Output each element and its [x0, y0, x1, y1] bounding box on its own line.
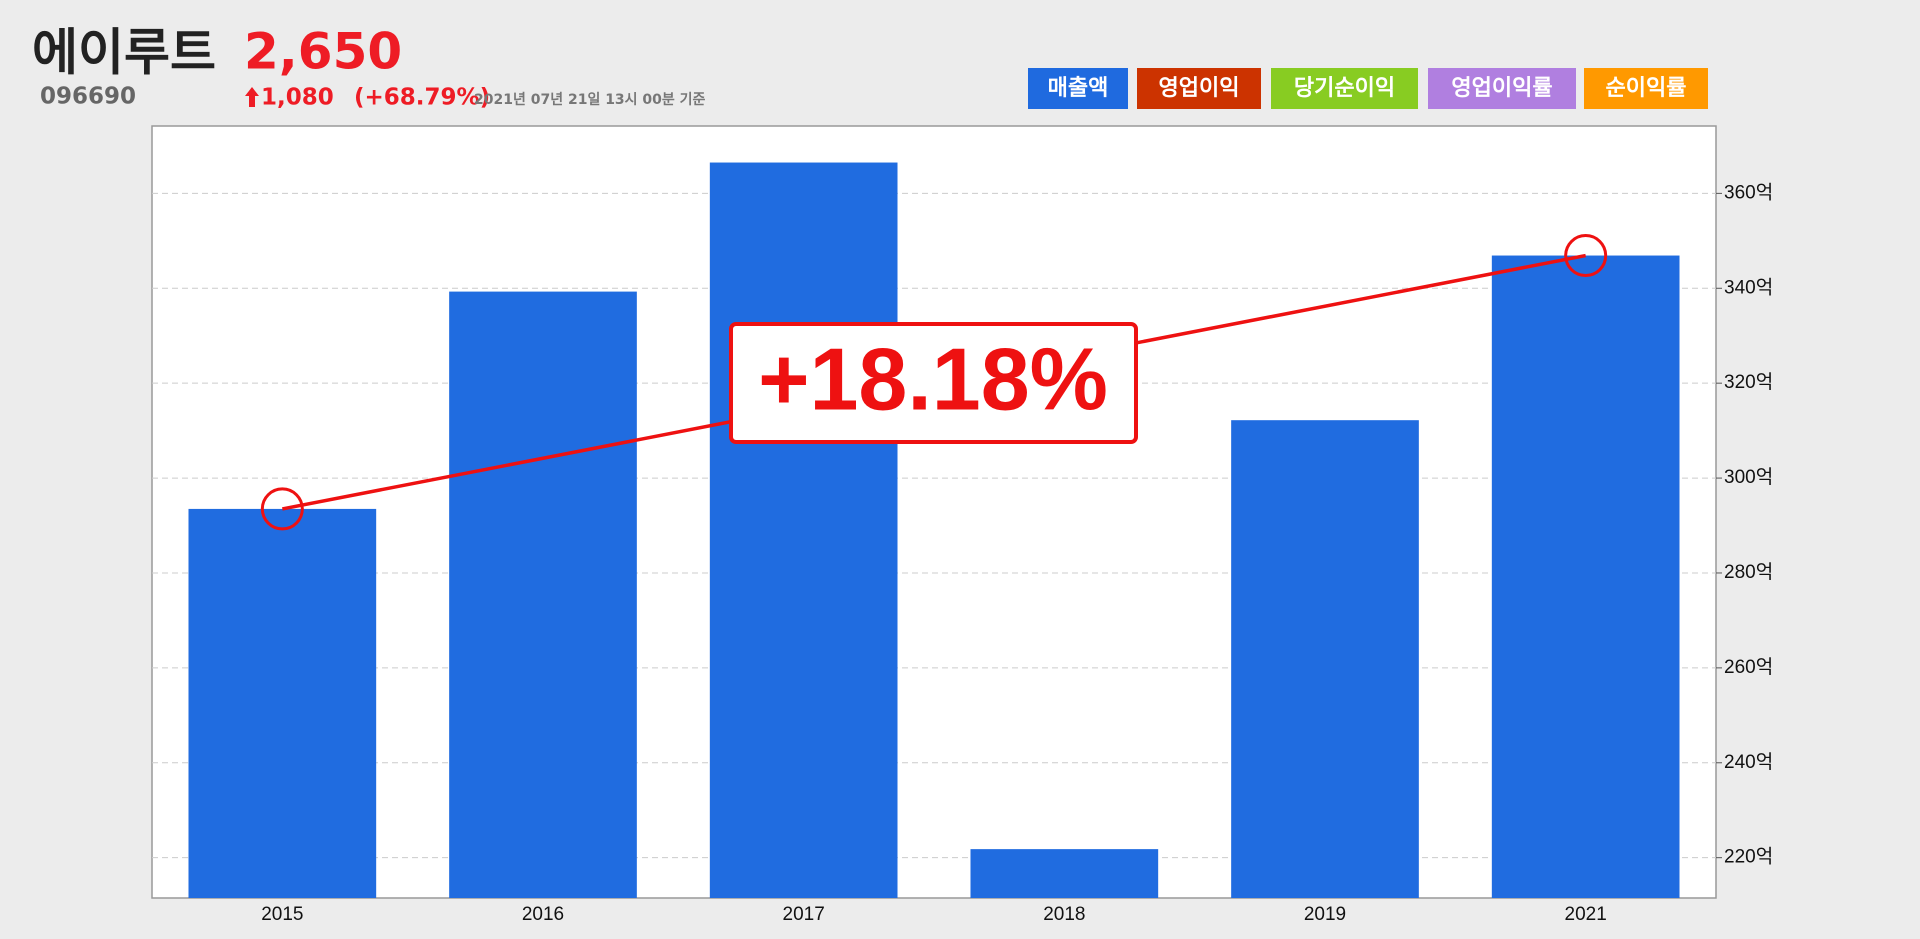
legend-button-bg[interactable] — [1271, 68, 1418, 109]
legend-button-bg[interactable] — [1028, 68, 1128, 109]
stock-code: 096690 — [40, 84, 136, 110]
up-arrow — [245, 87, 259, 107]
legend-button[interactable]: 영업이익 — [1137, 68, 1261, 109]
x-tick-label: 2015 — [261, 904, 303, 925]
bar — [1491, 255, 1680, 899]
legend-button-label[interactable]: 당기순이익 — [1294, 76, 1395, 101]
timestamp: 2021년 07년 21일 13시 00분 기준 — [474, 92, 706, 108]
stock-name: 에이루트 — [32, 24, 216, 82]
y-tick-label: 340억 — [1724, 276, 1773, 298]
legend-button[interactable]: 순이익률 — [1584, 68, 1708, 109]
trend-point — [260, 487, 304, 531]
bar — [188, 508, 377, 898]
legend-button-bg[interactable] — [1428, 68, 1576, 109]
price-change-pct: (+68.79%) — [354, 85, 490, 111]
y-tick-label: 220억 — [1724, 846, 1773, 868]
legend-button-label[interactable]: 매출액 — [1048, 76, 1109, 101]
legend-button[interactable]: 매출액 — [1028, 68, 1128, 109]
legend-button-label[interactable]: 순이익률 — [1606, 76, 1687, 101]
y-tick-label: 300억 — [1724, 466, 1773, 488]
price-change: 1,080 — [261, 85, 334, 111]
annotation-text: +18.18% — [758, 329, 1108, 428]
y-tick-label: 320억 — [1724, 371, 1773, 393]
legend-button[interactable]: 영업이익률 — [1428, 68, 1576, 109]
plot-area — [151, 125, 1717, 899]
legend-button[interactable]: 당기순이익 — [1271, 68, 1418, 109]
legend-button-bg[interactable] — [1137, 68, 1261, 109]
legend-button-bg[interactable] — [1584, 68, 1708, 109]
bar — [709, 162, 898, 898]
y-tick-label: 260억 — [1724, 656, 1773, 678]
bar — [1231, 420, 1419, 898]
bar — [970, 849, 1159, 898]
x-tick-label: 2017 — [783, 904, 825, 925]
x-tick-label: 2016 — [522, 904, 564, 925]
x-tick-label: 2021 — [1565, 904, 1607, 925]
x-tick-label: 2019 — [1304, 904, 1346, 925]
x-tick-label: 2018 — [1043, 904, 1085, 925]
y-tick-label: 360억 — [1724, 181, 1773, 203]
annotation-box — [729, 322, 1138, 444]
trend-point — [1564, 234, 1608, 278]
legend-button-label[interactable]: 영업이익 — [1159, 76, 1240, 101]
y-tick-label: 280억 — [1724, 561, 1773, 583]
legend-button-label[interactable]: 영업이익률 — [1451, 76, 1552, 101]
bar — [449, 291, 637, 898]
y-tick-label: 240억 — [1724, 751, 1773, 773]
stock-price: 2,650 — [244, 23, 402, 81]
